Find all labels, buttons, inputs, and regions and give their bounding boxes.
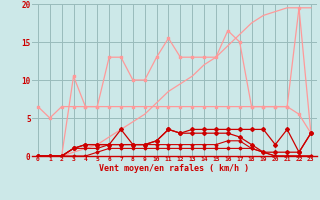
X-axis label: Vent moyen/en rafales ( km/h ): Vent moyen/en rafales ( km/h ) [100,164,249,173]
